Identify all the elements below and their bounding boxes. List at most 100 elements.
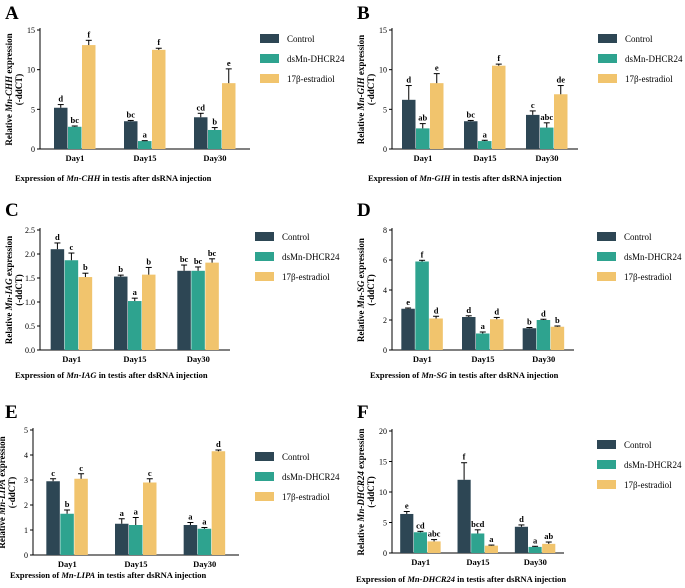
chart-caption: Expression of Mn-SG in testis after dsRN… xyxy=(370,370,559,380)
bar xyxy=(152,49,166,150)
caption-suffix: in testis after dsRNA injection xyxy=(447,370,558,380)
y-tick-label: 1 xyxy=(24,526,28,535)
significance-letter: d xyxy=(434,305,439,315)
significance-letter: d xyxy=(55,232,60,242)
x-tick-label: Day1 xyxy=(414,153,433,163)
y-axis-label-suffix: expression xyxy=(0,436,7,479)
caption-suffix: in testis after dsRNA injection xyxy=(455,574,566,584)
legend-swatch xyxy=(260,54,279,63)
y-axis-label-prefix: Relative xyxy=(356,308,366,342)
significance-letter: d xyxy=(58,94,63,104)
panel-letter: B xyxy=(357,3,370,24)
x-tick-label: Day1 xyxy=(413,354,432,364)
caption-suffix: in testis after dsRNA injection xyxy=(95,570,206,580)
significance-letter: c xyxy=(148,468,152,478)
significance-letter: d xyxy=(519,514,524,524)
y-tick-label: 5 xyxy=(24,426,28,435)
x-tick-label: Day30 xyxy=(193,559,216,569)
legend-swatch xyxy=(255,272,274,281)
chart-panel-f: F 0 5 10 15 20 Relative Mn-DHCR24 expression(-… xyxy=(356,402,682,584)
y-tick-label: 0.5 xyxy=(25,322,35,331)
caption-suffix: in testis after dsRNA injection xyxy=(100,173,211,183)
bar xyxy=(478,141,492,149)
bar xyxy=(183,525,198,555)
y-axis-label-units: (-ddCT) xyxy=(7,477,17,509)
significance-letter: ab xyxy=(544,531,553,541)
bar xyxy=(78,277,93,350)
significance-letter: de xyxy=(557,75,566,85)
chart-caption: Expression of Mn-DHCR24 in testis after … xyxy=(356,574,566,584)
legend-label: 17β-estradiol xyxy=(287,74,335,84)
x-tick-label: Day15 xyxy=(123,354,146,364)
y-axis-label-gene: Mn-LIPA xyxy=(0,479,7,516)
significance-letter: d xyxy=(406,75,411,85)
y-axis-label-prefix: Relative xyxy=(356,110,366,144)
significance-letter: b xyxy=(83,262,88,272)
bar xyxy=(430,83,444,149)
y-axis-label: Relative Mn-SG expression xyxy=(356,238,366,342)
legend-label: 17β-estradiol xyxy=(282,272,330,282)
significance-letter: ab xyxy=(418,113,427,123)
y-tick-label: 1.5 xyxy=(25,274,35,283)
significance-letter: bc xyxy=(71,115,80,125)
legend-swatch xyxy=(598,74,617,83)
x-tick-label: Day30 xyxy=(535,153,558,163)
bar xyxy=(429,318,443,350)
bar xyxy=(550,326,565,350)
legend-label: Control xyxy=(624,232,652,242)
significance-letter: a xyxy=(202,517,207,527)
legend-swatch xyxy=(597,252,616,261)
significance-letter: f xyxy=(157,37,160,47)
bar xyxy=(208,129,222,149)
x-tick-label: Day15 xyxy=(466,557,489,567)
y-tick-label: 4 xyxy=(383,286,387,295)
panel-letter: C xyxy=(5,200,19,221)
significance-letter: d xyxy=(541,308,546,318)
significance-letter: e xyxy=(406,297,410,307)
bar xyxy=(60,513,74,555)
y-axis-label-prefix: Relative xyxy=(356,522,366,556)
y-tick-label: 15 xyxy=(27,26,35,35)
legend-label: 17β-estradiol xyxy=(624,272,672,282)
y-tick-label: 15 xyxy=(379,26,387,35)
bar xyxy=(177,270,191,350)
y-tick-label: 0 xyxy=(383,145,387,154)
bar xyxy=(205,262,219,350)
y-axis-label-gene: Mn-CHH xyxy=(4,75,14,113)
y-axis-label-units: (-ddCT) xyxy=(366,74,376,106)
chart-caption: Expression of Mn-LIPA in testis after ds… xyxy=(10,570,207,580)
bar xyxy=(413,532,427,553)
chart-panel-c: C 0.0 0.5 1.0 1.5 2.0 2.5 Relative Mn-IAG expre… xyxy=(4,200,340,380)
bar xyxy=(143,482,157,555)
legend-swatch xyxy=(597,460,616,469)
y-tick-label: 2.5 xyxy=(25,226,35,235)
bar xyxy=(492,65,506,149)
significance-letter: c xyxy=(70,242,74,252)
significance-letter: f xyxy=(497,53,500,63)
bar xyxy=(514,526,529,553)
chart-panel-d: D 0 2 4 6 8 Relative Mn-SG expression(-ddCT) e f… xyxy=(356,200,682,380)
significance-letter: a xyxy=(143,130,148,140)
y-axis-label: Relative Mn-CHH expression xyxy=(4,33,14,145)
x-tick-label: Day15 xyxy=(133,153,156,163)
y-axis-label-gene: Mn-DHCR24 xyxy=(356,471,366,523)
bar xyxy=(191,270,205,350)
legend-swatch xyxy=(598,54,617,63)
legend-swatch xyxy=(598,34,617,43)
y-axis-label-prefix: Relative xyxy=(4,112,14,146)
bar xyxy=(522,328,537,350)
y-tick-label: 0 xyxy=(24,551,28,560)
chart-caption: Expression of Mn-IAG in testis after dsR… xyxy=(15,370,208,380)
bar xyxy=(82,45,96,149)
bar xyxy=(197,528,212,555)
significance-letter: abc xyxy=(428,529,441,539)
legend-swatch xyxy=(597,440,616,449)
caption-suffix: in testis after dsRNA injection xyxy=(451,173,562,183)
chart-panel-b: B 0 5 10 15 Relative Mn-GIH expression(-ddCT)… xyxy=(356,3,683,183)
caption-gene: Mn-SG xyxy=(420,370,448,380)
panel-letter: D xyxy=(357,200,371,221)
legend-label: Control xyxy=(282,452,310,462)
y-tick-label: 0 xyxy=(31,145,35,154)
y-tick-label: 20 xyxy=(379,427,387,436)
